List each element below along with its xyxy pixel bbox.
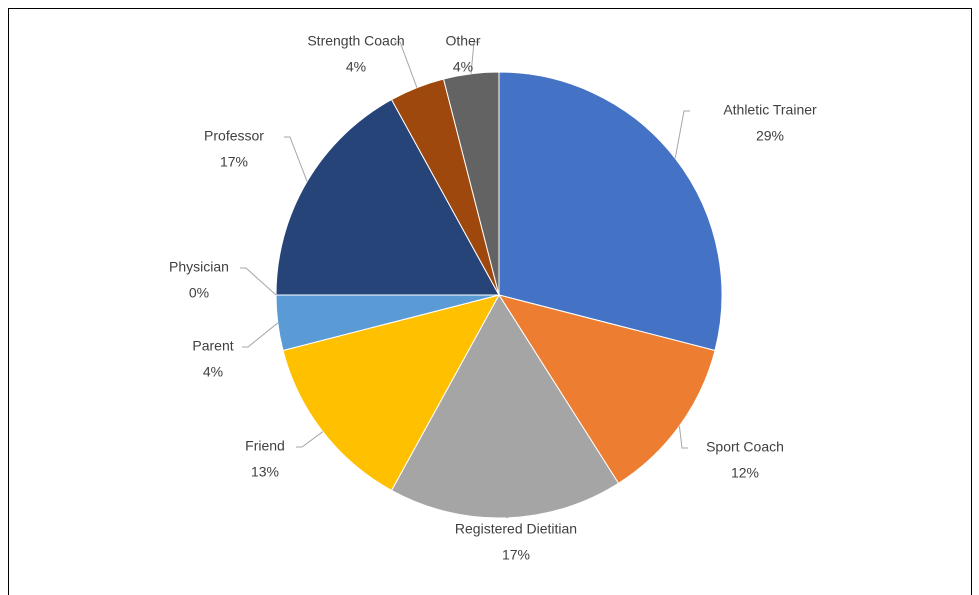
value-label: 13%	[251, 464, 279, 480]
value-label: 29%	[756, 128, 784, 144]
leader-line	[394, 41, 418, 88]
value-label: 4%	[453, 59, 473, 75]
pie-slice	[390, 294, 620, 519]
category-label: Other	[445, 33, 480, 49]
category-label: Physician	[169, 259, 229, 275]
leader-line	[674, 110, 690, 159]
category-label: Parent	[192, 338, 233, 354]
value-label: 4%	[346, 59, 366, 75]
leader-line	[470, 41, 480, 74]
pie-slice	[282, 294, 500, 492]
leader-line	[242, 322, 279, 348]
pie-slice	[498, 71, 723, 352]
leader-line	[678, 426, 688, 449]
pie	[275, 71, 723, 519]
labels: Athletic Trainer 29% Sport Coach 12% Registe…	[169, 33, 817, 563]
leader-line	[296, 431, 324, 448]
leader-line	[505, 515, 516, 519]
category-label: Athletic Trainer	[723, 102, 817, 118]
category-label: Friend	[245, 438, 285, 454]
category-label: Professor	[204, 128, 264, 144]
pie-slice	[442, 71, 500, 296]
value-label: 17%	[220, 154, 248, 170]
value-label: 4%	[203, 364, 223, 380]
leader-line	[284, 136, 308, 182]
category-label: Registered Dietitian	[455, 521, 577, 537]
value-label: 17%	[502, 547, 530, 563]
leader-line	[240, 267, 277, 296]
category-label: Sport Coach	[706, 439, 784, 455]
value-label: 12%	[731, 465, 759, 481]
value-label: 0%	[189, 285, 209, 301]
category-label: Strength Coach	[307, 33, 404, 49]
